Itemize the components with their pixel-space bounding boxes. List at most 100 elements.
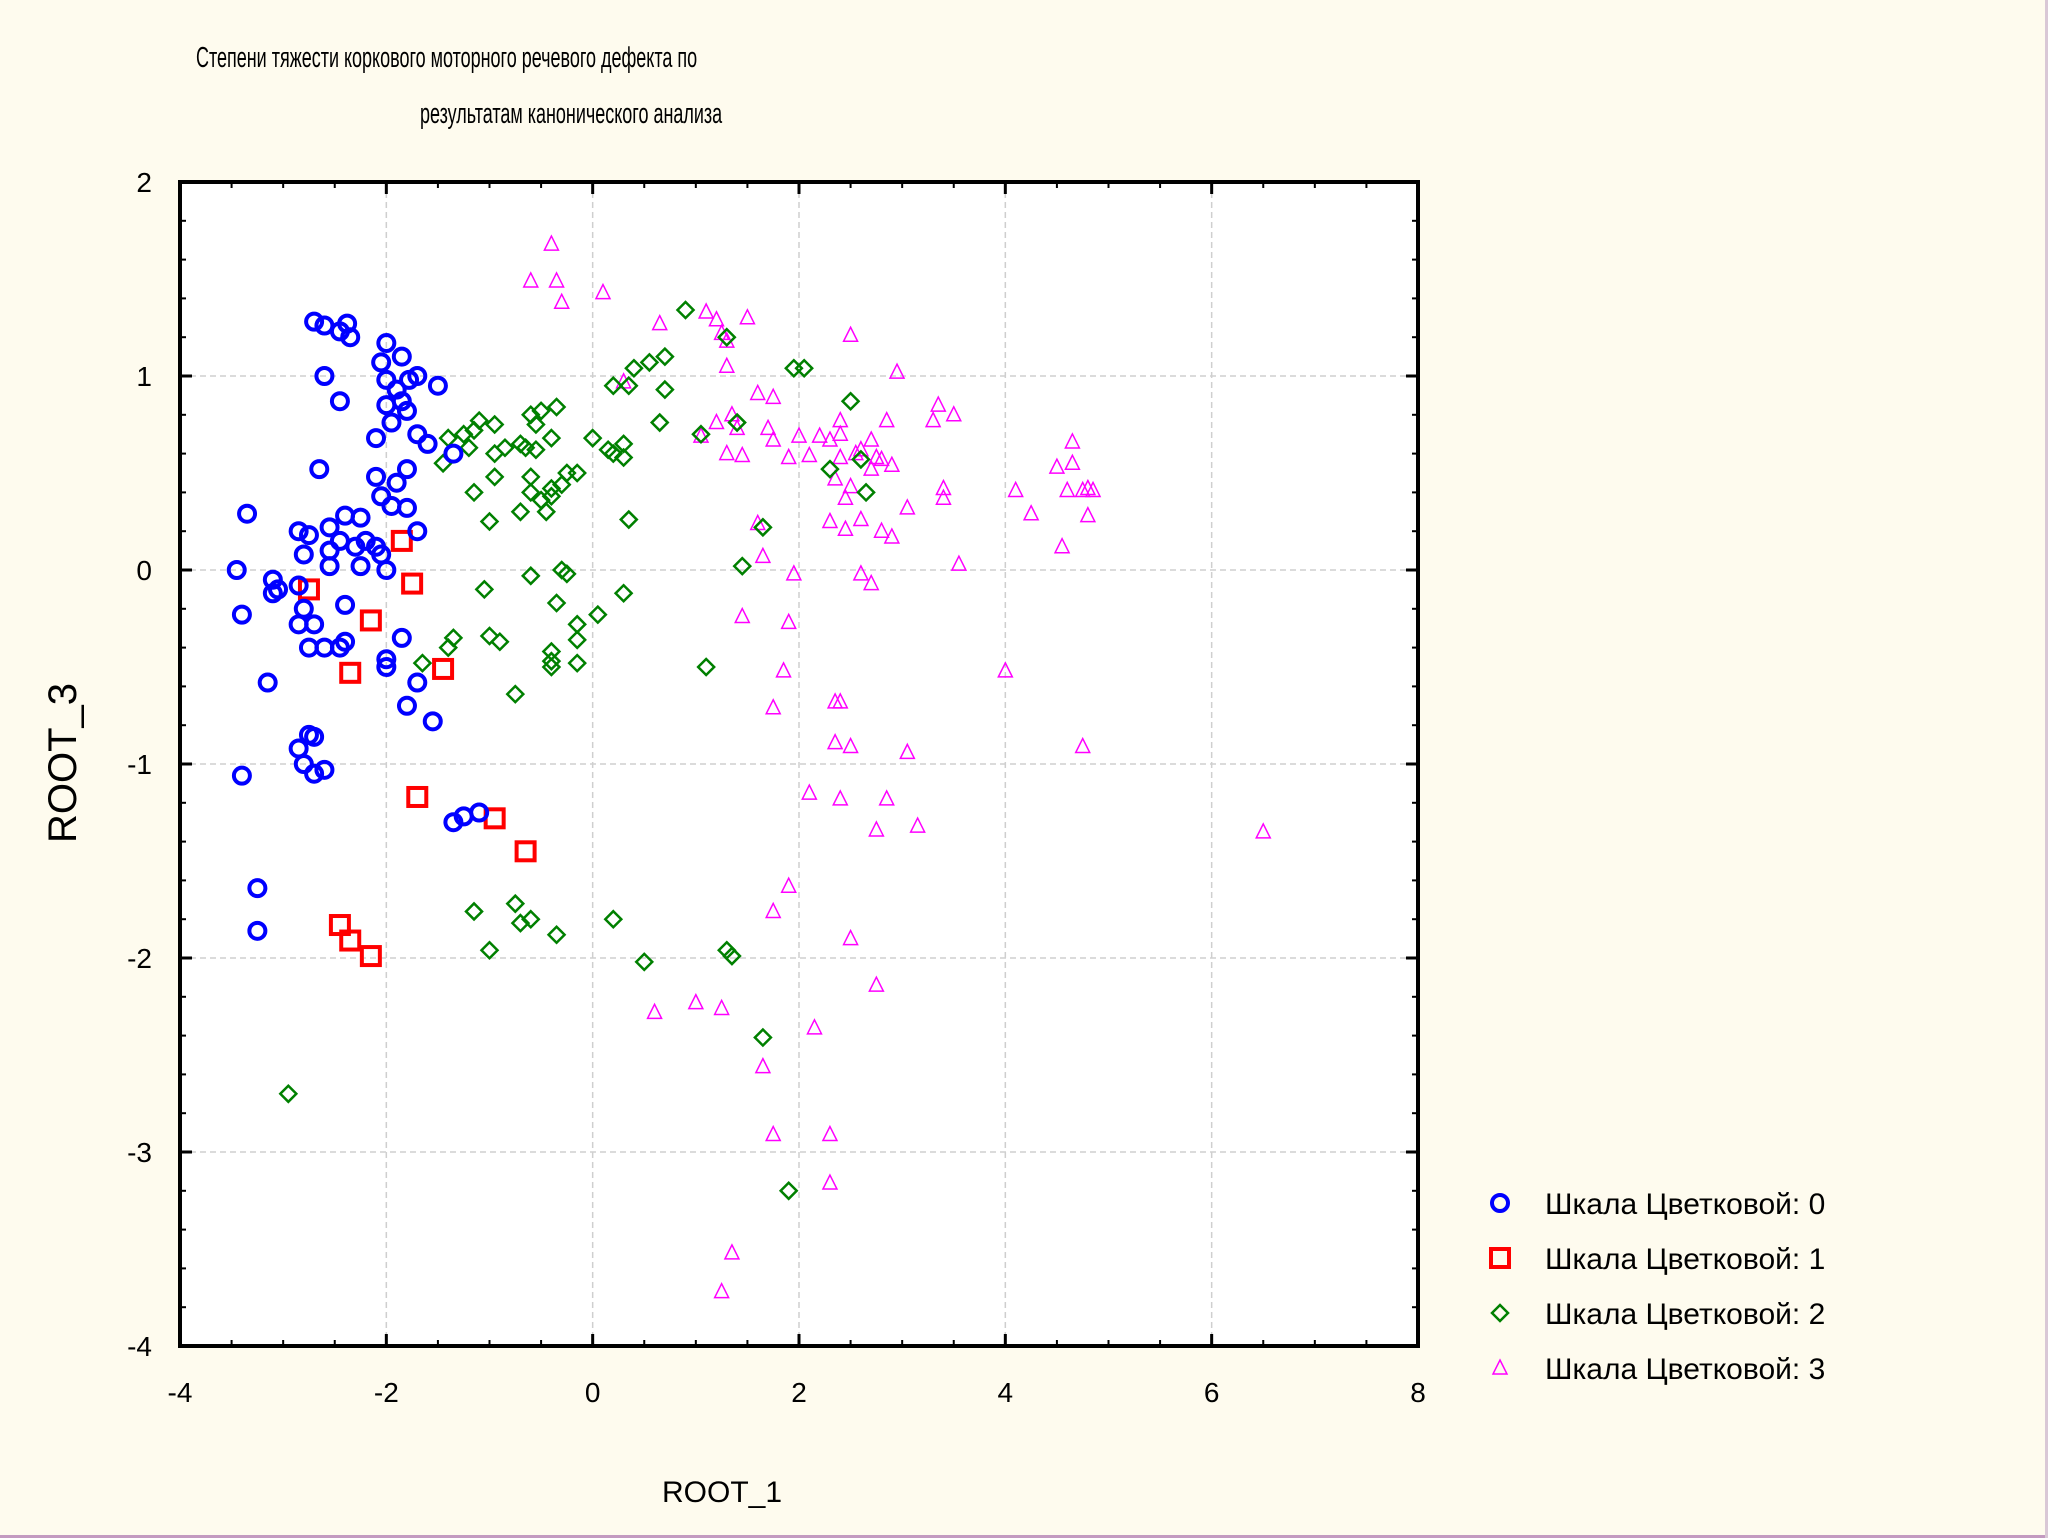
y-tick-label: 1 (136, 361, 152, 392)
point-diamond (495, 438, 515, 458)
point-square (514, 840, 537, 863)
point-triangle (780, 612, 797, 630)
point-square (359, 945, 382, 968)
point-triangle (764, 698, 782, 715)
point-triangle (646, 1002, 663, 1020)
point-diamond (453, 424, 474, 444)
point-diamond (655, 346, 675, 367)
point-diamond (546, 593, 567, 613)
point-triangle (548, 271, 565, 288)
point-diamond (613, 447, 634, 468)
point-diamond (541, 651, 562, 671)
point-triangle (842, 325, 859, 343)
point-diamond (567, 463, 587, 483)
point-diamond (541, 657, 562, 677)
point-circle (226, 560, 247, 580)
point-diamond (510, 913, 531, 933)
point-triangle (924, 410, 942, 428)
point-triangle (837, 488, 854, 505)
point-triangle (651, 313, 668, 331)
point-triangle (873, 521, 890, 538)
legend-marker-square (1489, 1247, 1511, 1269)
point-circle (391, 391, 412, 412)
point-triangle (780, 447, 797, 465)
point-circle (407, 521, 428, 542)
point-diamond (753, 1027, 773, 1048)
point-diamond (541, 486, 562, 507)
point-diamond (526, 414, 546, 435)
point-triangle (826, 732, 844, 750)
point-diamond (794, 358, 814, 379)
point-triangle (832, 447, 849, 465)
point-triangle (950, 554, 968, 571)
point-circle (427, 375, 448, 396)
point-circle (309, 459, 330, 480)
point-triangle (1255, 822, 1272, 839)
point-diamond (567, 630, 587, 650)
point-triangle (713, 998, 730, 1016)
point-triangle (543, 234, 560, 251)
point-diamond (603, 443, 624, 464)
point-diamond (634, 952, 655, 972)
point-triangle (832, 424, 849, 441)
y-axis-title: ROOT_3 (41, 683, 85, 843)
point-circle (396, 695, 417, 716)
point-triangle (878, 410, 895, 428)
x-tick-label: 0 (585, 1377, 601, 1408)
point-diamond (639, 352, 660, 373)
point-diamond (675, 300, 696, 320)
point-circle (381, 412, 402, 433)
point-circle (391, 627, 412, 648)
point-triangle (1064, 432, 1081, 449)
point-triangle (790, 426, 808, 443)
legend-label: Шкала Цветковой: 1 (1545, 1243, 1825, 1276)
point-circle (298, 525, 319, 546)
point-triangle (1064, 453, 1081, 471)
point-triangle (734, 606, 751, 624)
point-diamond (613, 434, 634, 454)
point-diamond (459, 438, 479, 458)
point-triangle (749, 383, 766, 401)
point-triangle (873, 449, 890, 467)
point-circle (237, 503, 258, 524)
point-circle (376, 560, 397, 580)
point-triangle (935, 488, 952, 505)
point-circle (386, 472, 407, 493)
point-triangle (863, 430, 880, 447)
point-triangle (888, 362, 906, 379)
point-triangle (553, 292, 570, 310)
point-circle (396, 459, 417, 480)
chart-title-line-1: Степени тяжести коркового моторного рече… (196, 42, 698, 74)
point-triangle (718, 443, 735, 461)
point-diamond (551, 474, 572, 495)
point-triangle (775, 661, 792, 678)
point-triangle (1007, 480, 1024, 498)
point-diamond (479, 626, 500, 646)
point-circle (257, 672, 278, 693)
point-diamond (557, 564, 577, 584)
legend-label: Шкала Цветковой: 0 (1545, 1188, 1825, 1221)
bottom-border (0, 1535, 2048, 1538)
point-triangle (837, 519, 854, 537)
point-triangle (806, 1018, 823, 1035)
point-triangle (780, 876, 797, 893)
point-triangle (734, 445, 751, 463)
point-triangle (863, 573, 880, 591)
y-tick-label: -4 (127, 1331, 152, 1362)
point-circle (288, 575, 309, 596)
point-triangle (863, 459, 880, 476)
point-square (390, 529, 413, 552)
point-triangle (883, 527, 901, 544)
x-tick-label: 6 (1204, 1377, 1220, 1408)
point-diamond (520, 482, 541, 503)
point-square (359, 609, 382, 632)
point-triangle (764, 387, 782, 405)
chart-title-line-2: результатам канонического анализа (420, 98, 723, 130)
point-triangle (708, 310, 725, 327)
point-diamond (851, 449, 871, 470)
point-diamond (479, 511, 500, 532)
point-diamond (619, 509, 639, 530)
legend-marker-diamond (1490, 1303, 1510, 1323)
point-diamond (567, 653, 587, 673)
